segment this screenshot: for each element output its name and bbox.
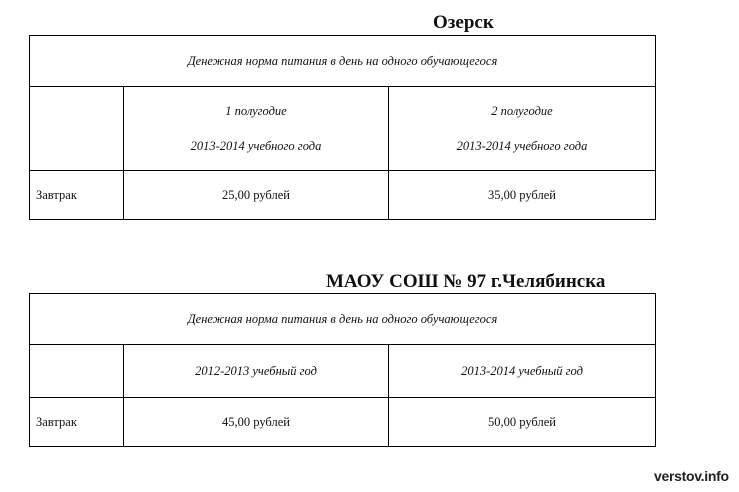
row-label: Завтрак <box>29 170 124 220</box>
table-row: Завтрак 45,00 рублей 50,00 рублей <box>29 397 656 447</box>
table-title-chelyabinsk: МАОУ СОШ № 97 г.Челябинска <box>326 271 606 292</box>
table-caption: Денежная норма питания в день на одного … <box>29 35 656 87</box>
empty-cell <box>29 344 124 398</box>
table-caption: Денежная норма питания в день на одного … <box>29 293 656 345</box>
column-header-line2: 2013-2014 учебного года <box>456 138 588 153</box>
column-header: 2013-2014 учебный год <box>388 344 656 398</box>
row-label: Завтрак <box>29 397 124 447</box>
cell-value: 35,00 рублей <box>388 170 656 220</box>
cell-value: 25,00 рублей <box>123 170 389 220</box>
meal-cost-table-chelyabinsk: Денежная норма питания в день на одного … <box>29 293 656 447</box>
column-header: 2 полугодие 2013-2014 учебного года <box>388 86 656 171</box>
column-header: 1 полугодие 2013-2014 учебного года <box>123 86 389 171</box>
cell-value: 45,00 рублей <box>123 397 389 447</box>
empty-cell <box>29 86 124 171</box>
watermark: verstov.info <box>654 468 729 484</box>
table-row: Завтрак 25,00 рублей 35,00 рублей <box>29 170 656 220</box>
column-header: 2012-2013 учебный год <box>123 344 389 398</box>
column-header-line1: 2 полугодие <box>491 103 553 118</box>
column-header-line1: 1 полугодие <box>225 103 287 118</box>
table-title-ozersk: Озерск <box>433 12 494 33</box>
meal-cost-table-ozersk: Денежная норма питания в день на одного … <box>29 35 656 220</box>
column-header-line2: 2013-2014 учебного года <box>190 138 322 153</box>
cell-value: 50,00 рублей <box>388 397 656 447</box>
